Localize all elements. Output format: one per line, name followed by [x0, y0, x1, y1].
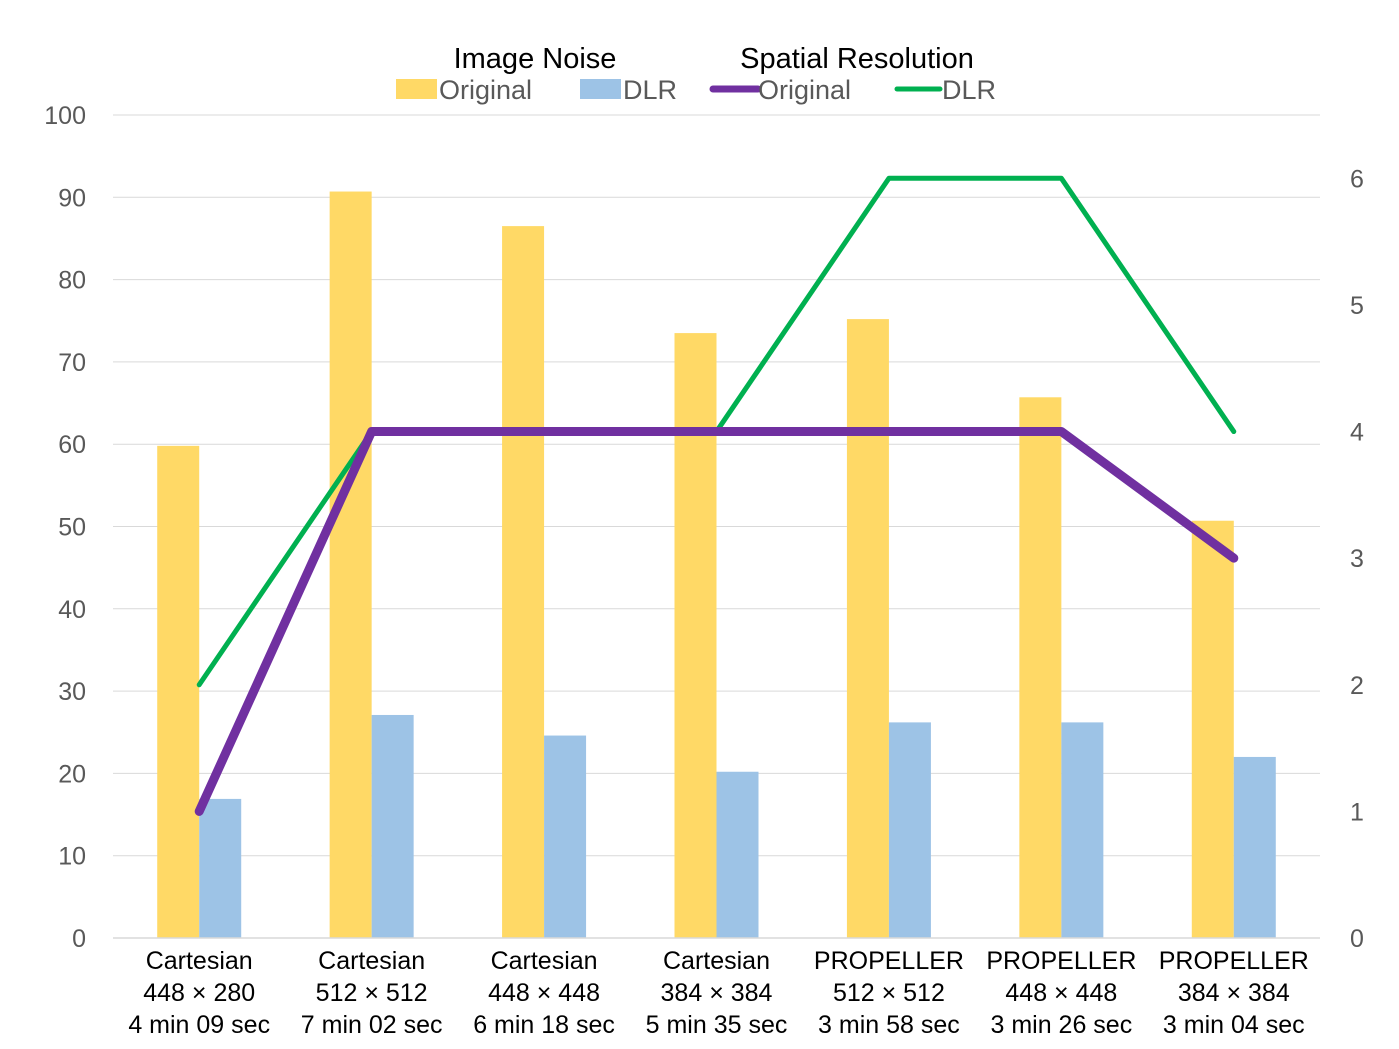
left-tick-label: 30 — [58, 678, 86, 706]
left-axis: 0 10 20 30 40 50 60 70 80 90 100 — [44, 102, 86, 953]
left-tick-label: 0 — [72, 925, 86, 953]
bars — [157, 191, 1276, 939]
category-label-1-line-1: 512 × 512 — [316, 979, 428, 1007]
category-label-6-line-0: PROPELLER — [1159, 947, 1309, 975]
category-label-0-line-0: Cartesian — [146, 947, 253, 975]
category-label-6-line-1: 384 × 384 — [1178, 979, 1290, 1007]
left-tick-label: 70 — [58, 349, 86, 377]
legend-label-resolution-original: Original — [758, 75, 851, 105]
left-tick-label: 80 — [58, 267, 86, 295]
category-label-5-line-0: PROPELLER — [986, 947, 1136, 975]
bar-image-noise-original-5 — [1019, 397, 1062, 938]
legend-swatch-noise-original — [396, 79, 437, 99]
bar-image-noise-original-2 — [502, 226, 545, 939]
category-label-1-line-0: Cartesian — [318, 947, 425, 975]
bar-image-noise-original-4 — [846, 319, 889, 938]
legend-label-noise-original: Original — [439, 75, 532, 105]
right-tick-label: 1 — [1350, 798, 1364, 826]
right-axis: 0 1 2 3 4 5 6 — [1350, 165, 1364, 953]
bar-image-noise-original-0 — [157, 445, 200, 938]
right-tick-label: 6 — [1350, 165, 1364, 193]
category-label-2-line-2: 6 min 18 sec — [473, 1011, 615, 1039]
series-lines — [194, 175, 1239, 816]
right-tick-label: 4 — [1350, 419, 1364, 447]
bar-image-noise-dlr-1 — [371, 714, 414, 938]
right-tick-label: 3 — [1350, 545, 1364, 573]
left-tick-label: 40 — [58, 596, 86, 624]
left-tick-label: 10 — [58, 843, 86, 871]
right-tick-label: 2 — [1350, 672, 1364, 700]
right-tick-label: 5 — [1350, 292, 1364, 320]
bar-image-noise-dlr-6 — [1233, 756, 1276, 938]
bar-image-noise-dlr-0 — [199, 798, 242, 938]
bar-image-noise-original-3 — [674, 333, 717, 939]
line-spatial-resolution-original — [194, 427, 1239, 816]
category-label-0-line-1: 448 × 280 — [143, 979, 255, 1007]
category-label-3-line-0: Cartesian — [663, 947, 770, 975]
left-tick-label: 50 — [58, 514, 86, 542]
category-label-6-line-2: 3 min 04 sec — [1163, 1011, 1305, 1039]
left-tick-label: 60 — [58, 431, 86, 459]
bar-image-noise-dlr-3 — [716, 771, 759, 938]
bar-image-noise-original-1 — [329, 191, 372, 938]
category-label-4-line-1: 512 × 512 — [833, 979, 945, 1007]
left-tick-label: 100 — [44, 102, 86, 130]
category-label-0-line-2: 4 min 09 sec — [128, 1011, 270, 1039]
bar-image-noise-original-6 — [1191, 520, 1234, 938]
bar-image-noise-dlr-5 — [1061, 722, 1104, 938]
legend-swatch-noise-dlr — [580, 79, 621, 99]
category-label-4-line-0: PROPELLER — [814, 947, 964, 975]
category-label-4-line-2: 3 min 58 sec — [818, 1011, 960, 1039]
legend-group-image-noise: Image Noise — [454, 43, 617, 75]
bar-image-noise-dlr-2 — [544, 735, 587, 938]
category-label-2-line-1: 448 × 448 — [488, 979, 600, 1007]
category-label-3-line-1: 384 × 384 — [661, 979, 773, 1007]
legend: Image Noise Spatial Resolution Original … — [396, 43, 996, 105]
left-tick-label: 20 — [58, 760, 86, 788]
right-tick-label: 0 — [1350, 925, 1364, 953]
category-label-3-line-2: 5 min 35 sec — [646, 1011, 788, 1039]
legend-label-resolution-dlr: DLR — [942, 75, 996, 105]
category-label-2-line-0: Cartesian — [491, 947, 598, 975]
category-label-1-line-2: 7 min 02 sec — [301, 1011, 443, 1039]
category-label-5-line-1: 448 × 448 — [1005, 979, 1117, 1007]
category-labels: Cartesian 448 × 280 4 min 09 sec Cartesian 5… — [128, 947, 1308, 1039]
legend-label-noise-dlr: DLR — [623, 75, 677, 105]
left-tick-label: 90 — [58, 184, 86, 212]
legend-group-spatial-resolution: Spatial Resolution — [740, 43, 974, 75]
category-label-5-line-2: 3 min 26 sec — [990, 1011, 1132, 1039]
bar-image-noise-dlr-4 — [888, 722, 931, 938]
